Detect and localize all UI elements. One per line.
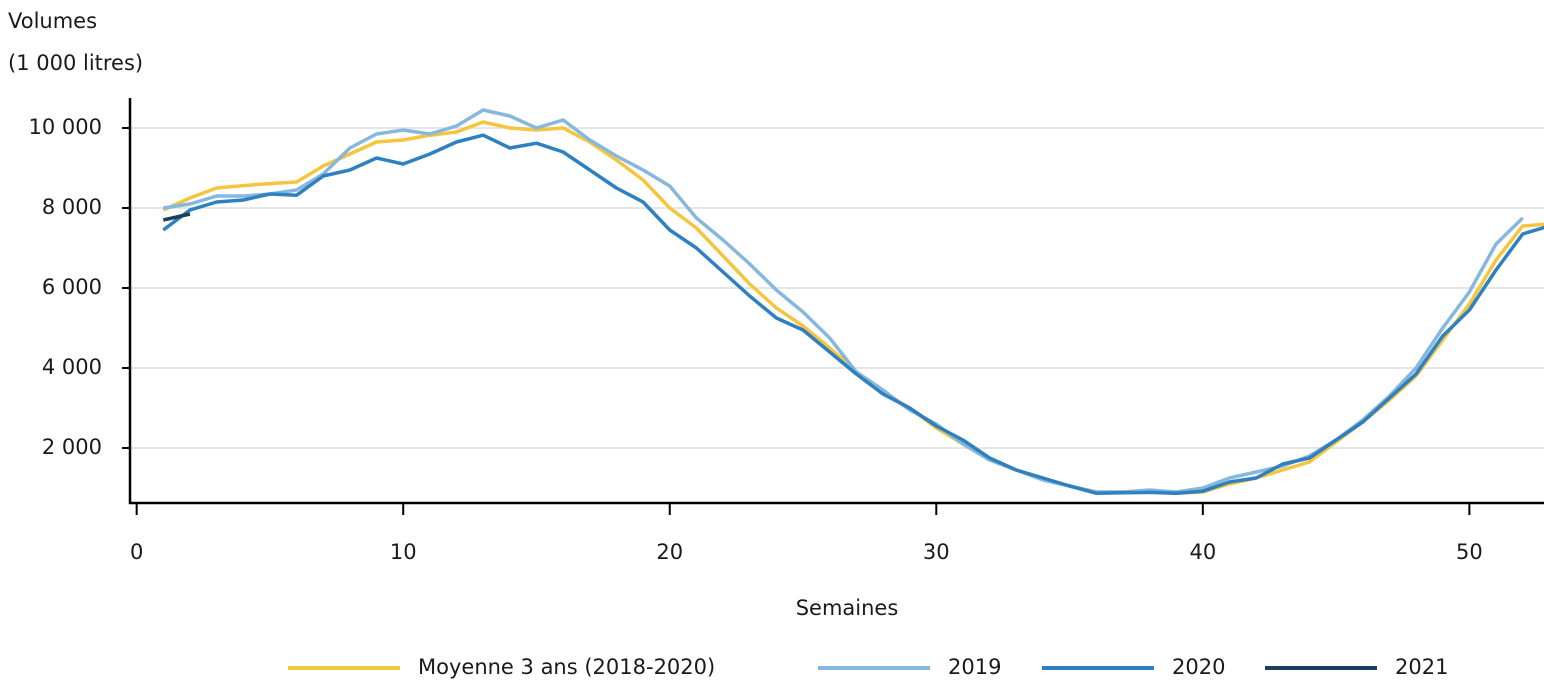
x-axis-label: Semaines xyxy=(796,596,899,620)
y-tick-label: 4 000 xyxy=(42,355,102,379)
legend-label: Moyenne 3 ans (2018-2020) xyxy=(418,655,715,679)
legend-label: 2021 xyxy=(1395,655,1448,679)
y-axis-label: Volumes xyxy=(8,9,97,33)
x-tick-label: 10 xyxy=(390,540,417,564)
x-tick-label: 20 xyxy=(656,540,683,564)
y-tick-label: 8 000 xyxy=(42,195,102,219)
legend-label: 2020 xyxy=(1172,655,1225,679)
x-tick-label: 30 xyxy=(923,540,950,564)
x-tick-label: 40 xyxy=(1189,540,1216,564)
y-tick-label: 10 000 xyxy=(29,115,102,139)
y-tick-label: 2 000 xyxy=(42,435,102,459)
y-axis-label: (1 000 litres) xyxy=(8,51,143,75)
x-tick-label: 0 xyxy=(130,540,143,564)
y-tick-label: 6 000 xyxy=(42,275,102,299)
legend-label: 2019 xyxy=(948,655,1001,679)
line-series xyxy=(162,212,191,222)
x-tick-label: 50 xyxy=(1456,540,1483,564)
line-series xyxy=(162,133,1544,495)
line-series xyxy=(163,108,1524,494)
